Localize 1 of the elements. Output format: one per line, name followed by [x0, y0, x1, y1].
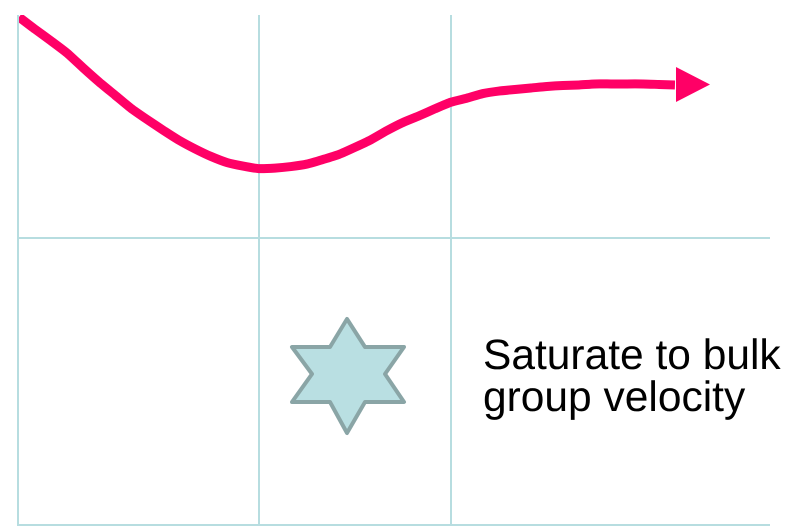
annotation: Saturate to bulk group velocity	[483, 332, 782, 421]
